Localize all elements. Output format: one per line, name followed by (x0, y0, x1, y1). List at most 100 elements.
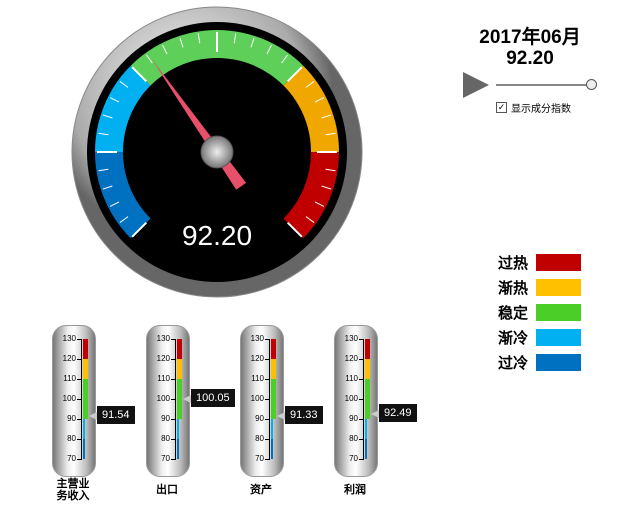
period-title: 2017年06月 (479, 27, 581, 48)
pointer-icon (277, 412, 285, 421)
scale-band (83, 379, 88, 419)
gauge-tick (314, 201, 325, 207)
tick-label: 130 (250, 334, 264, 343)
thermometer-value: 92.49 (379, 404, 417, 423)
scale-band (83, 439, 85, 459)
scale-band (365, 339, 370, 359)
legend-item: 过冷 (498, 350, 581, 374)
gauge-tick (131, 222, 147, 238)
thermometer (334, 325, 378, 477)
tick-label: 120 (62, 354, 76, 363)
time-slider[interactable] (496, 84, 592, 86)
scale-band (177, 359, 182, 379)
gauge-tick (321, 185, 332, 190)
gauge-tick (102, 114, 113, 119)
tick-mark (359, 359, 364, 360)
needle-hub (200, 135, 234, 169)
tick-mark (359, 339, 364, 340)
scale-band (83, 339, 88, 359)
gauge-tick (179, 37, 184, 48)
legend-item: 渐热 (498, 275, 581, 299)
legend-item: 过热 (498, 250, 581, 274)
tick-label: 110 (251, 374, 264, 383)
gauge-tick (109, 97, 120, 103)
thermometer (146, 325, 190, 477)
gauge-tick (119, 81, 129, 88)
tick-mark (171, 419, 176, 420)
tick-mark (359, 439, 364, 440)
tick-mark (171, 399, 176, 400)
tick-label: 120 (250, 354, 264, 363)
gauge-value: 92.20 (182, 220, 252, 251)
tick-label: 100 (156, 394, 170, 403)
thermometer-value: 91.33 (285, 406, 323, 425)
tick-mark (77, 399, 82, 400)
gauge-tick (98, 168, 109, 172)
thermometer (240, 325, 284, 477)
scale-band (365, 359, 370, 379)
tick-mark (77, 419, 82, 420)
tick-mark (171, 359, 176, 360)
checkbox-icon[interactable]: ✓ (496, 102, 507, 113)
pointer-icon (89, 411, 97, 420)
legend-swatch (536, 278, 581, 296)
legend-swatch (536, 353, 581, 371)
thermometer-label: 资产 (250, 484, 272, 496)
scale-band (83, 359, 88, 379)
legend-swatch (536, 303, 581, 321)
scale-band (177, 339, 182, 359)
tick-label: 90 (349, 414, 358, 423)
gauge-tick (233, 33, 237, 44)
tick-mark (359, 399, 364, 400)
tick-mark (265, 419, 270, 420)
thermometer-label: 出口 (156, 484, 178, 496)
tick-label: 110 (345, 374, 358, 383)
tick-label: 100 (62, 394, 76, 403)
gauge-tick (131, 66, 147, 82)
tick-mark (77, 459, 82, 460)
thermometer-label: 利润 (344, 484, 366, 496)
gauge-tick (109, 201, 120, 207)
tick-mark (359, 379, 364, 380)
tick-label: 90 (255, 414, 264, 423)
pointer-icon (183, 394, 191, 403)
tick-mark (77, 359, 82, 360)
legend: 过热 渐热 稳定 渐冷 过冷 (498, 250, 581, 375)
thermometer-label: 主营业 务收入 (56, 478, 90, 502)
show-components-checkbox[interactable]: ✓ 显示成分指数 (496, 102, 571, 115)
gauge-tick (314, 97, 325, 103)
gauge-tick (146, 54, 153, 64)
tick-mark (171, 379, 176, 380)
gauge-tick (98, 132, 109, 136)
thermometer (52, 325, 96, 477)
scale-band (365, 419, 367, 439)
tick-label: 110 (63, 374, 76, 383)
gauge-band (95, 152, 151, 239)
legend-swatch (536, 328, 581, 346)
tick-mark (171, 459, 176, 460)
gauge-tick (197, 33, 201, 44)
tick-label: 120 (344, 354, 358, 363)
tick-label: 90 (161, 414, 170, 423)
tick-mark (77, 439, 82, 440)
slider-handle[interactable] (586, 79, 597, 90)
tick-mark (359, 419, 364, 420)
scale-band (365, 439, 367, 459)
tick-mark (265, 459, 270, 460)
tick-label: 70 (349, 454, 358, 463)
gauge-tick (266, 44, 272, 55)
tick-label: 110 (157, 374, 170, 383)
gauge-tick (305, 81, 315, 88)
tick-label: 80 (349, 434, 358, 443)
tick-label: 80 (161, 434, 170, 443)
scale-axis (363, 339, 364, 459)
scale-band (271, 339, 276, 359)
tick-mark (171, 339, 176, 340)
tick-label: 130 (344, 334, 358, 343)
tick-mark (265, 339, 270, 340)
play-icon[interactable] (463, 72, 489, 98)
scale-band (271, 419, 273, 439)
tick-mark (77, 379, 82, 380)
thermometer-value: 91.54 (97, 405, 135, 424)
gauge-tick (281, 54, 288, 64)
